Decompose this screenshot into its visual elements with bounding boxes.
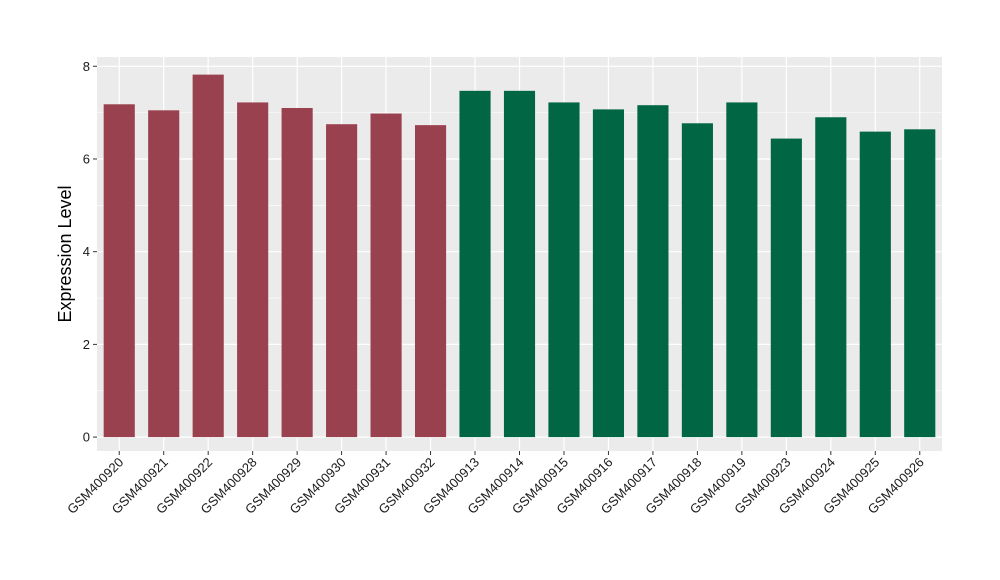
bar-GSM400921: [148, 110, 180, 438]
y-tick-label: 0: [83, 430, 90, 445]
y-tick-label: 4: [83, 244, 90, 259]
bar-GSM400919: [726, 102, 758, 438]
y-tick-label: 2: [83, 337, 90, 352]
y-tick-label: 8: [83, 59, 90, 74]
bar-GSM400917: [637, 105, 669, 438]
bar-GSM400926: [904, 129, 936, 438]
bar-GSM400918: [681, 123, 713, 438]
bar-GSM400916: [592, 109, 625, 438]
bar-GSM400920: [103, 104, 135, 438]
bar-GSM400928: [237, 102, 269, 438]
y-tick-label: 6: [83, 151, 90, 166]
bar-GSM400925: [859, 131, 891, 438]
bar-GSM400923: [770, 138, 802, 438]
bar-GSM400924: [815, 117, 847, 438]
bar-GSM400932: [414, 125, 447, 438]
y-axis-title: Expression Level: [55, 185, 75, 322]
bar-GSM400922: [192, 74, 224, 438]
bars: [103, 74, 936, 438]
bar-GSM400929: [281, 107, 313, 438]
bar-GSM400914: [503, 90, 536, 438]
x-axis: GSM400920GSM400921GSM400922GSM400928GSM4…: [64, 451, 927, 517]
bar-GSM400930: [326, 124, 358, 438]
bar-GSM400915: [548, 102, 580, 438]
bar-GSM400931: [370, 113, 402, 438]
y-axis: 0 2 4 6 8: [83, 59, 97, 445]
bar-GSM400913: [459, 90, 491, 438]
